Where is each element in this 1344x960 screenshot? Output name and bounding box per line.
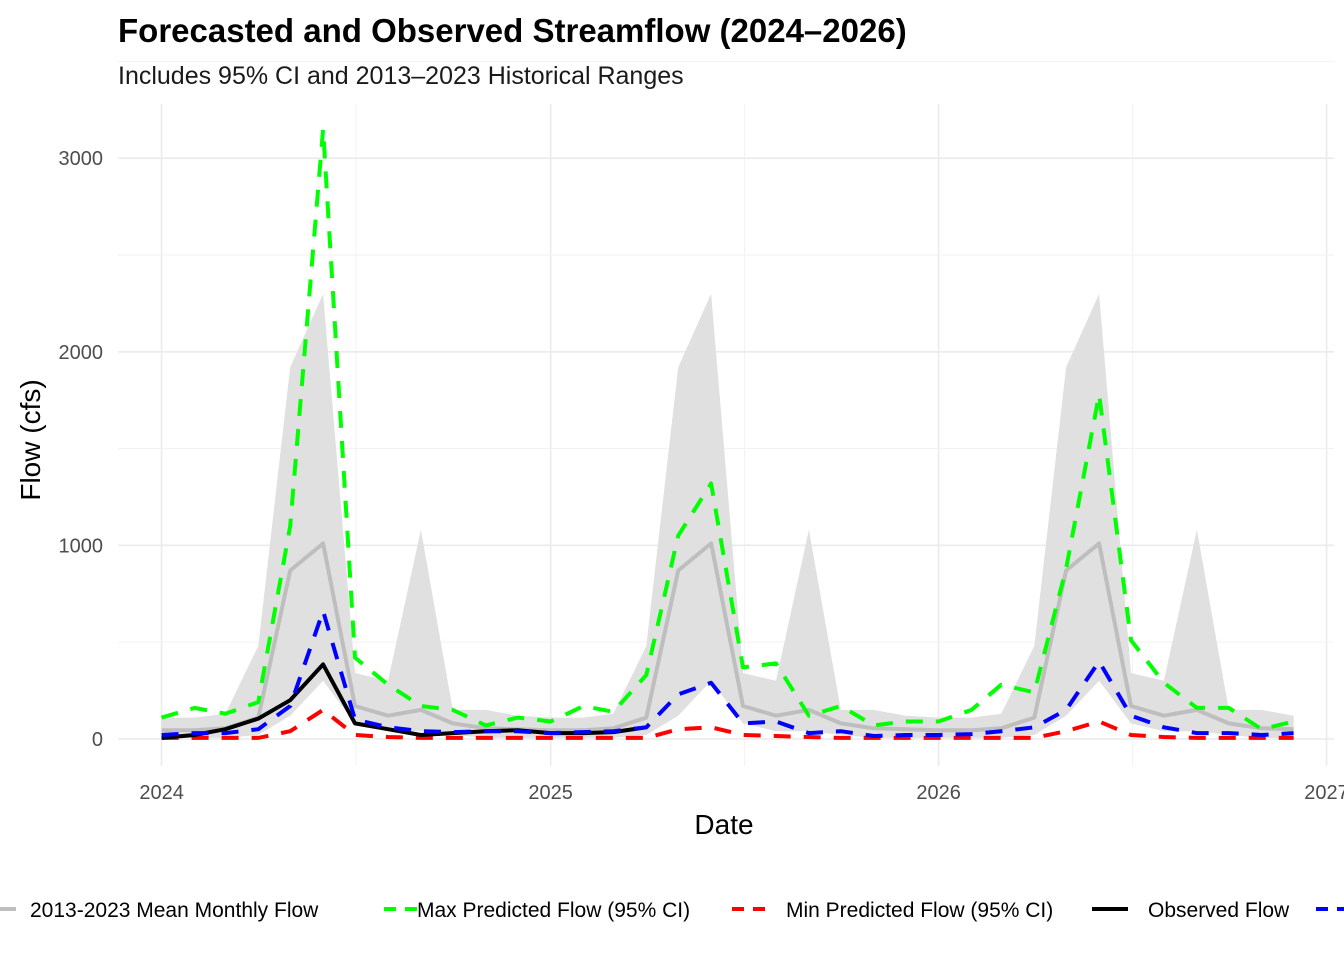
- legend-label: Min Predicted Flow (95% CI): [786, 899, 1053, 922]
- legend-label: Max Predicted Flow (95% CI): [417, 899, 690, 922]
- x-tick-label: 2027: [1304, 782, 1344, 804]
- x-tick-label: 2024: [139, 782, 184, 804]
- series-line: [161, 609, 1294, 738]
- series-min-predicted-flow-95-ci: [161, 707, 1294, 740]
- legend-item-2013-2023-mean-monthly-flow: 2013-2023 Mean Monthly Flow: [0, 899, 319, 922]
- y-tick-label: 2000: [59, 342, 104, 364]
- y-tick-label: 0: [92, 729, 103, 751]
- legend-label: Observed Flow: [1148, 899, 1290, 922]
- series-unlabeled-4: [161, 609, 1294, 738]
- y-tick-label: 3000: [59, 148, 104, 170]
- chart-title: Forecasted and Observed Streamflow (2024…: [118, 12, 907, 49]
- x-tick-label: 2025: [528, 782, 573, 804]
- x-axis-title: Date: [694, 809, 753, 840]
- series-max-predicted-flow-95-ci: [161, 127, 1295, 732]
- chart-subtitle: Includes 95% CI and 2013–2023 Historical…: [118, 62, 684, 90]
- legend-item-min-predicted-flow-95-ci: Min Predicted Flow (95% CI): [732, 899, 1053, 922]
- x-tick-label: 2026: [916, 782, 961, 804]
- series-line: [161, 541, 1294, 733]
- y-axis-title: Flow (cfs): [15, 379, 46, 500]
- legend: 2013-2023 Mean Monthly Flow Max Predicted…: [0, 899, 1344, 922]
- series-line: [161, 127, 1295, 732]
- legend-item-max-predicted-flow-95-ci: Max Predicted Flow (95% CI): [384, 899, 690, 922]
- series-lines: [161, 127, 1295, 740]
- series-2013-2023-mean-monthly-flow: [161, 541, 1294, 733]
- legend-label: 2013-2023 Mean Monthly Flow: [30, 899, 319, 922]
- series-line: [161, 707, 1294, 740]
- grid: [118, 60, 1334, 766]
- legend-item-observed-flow: Observed Flow: [1092, 899, 1290, 922]
- y-tick-label: 1000: [59, 535, 104, 557]
- historical-range-ribbon: [161, 293, 1294, 738]
- tick-labels: 2024 2025 2026 2027 0 1000 2000 3000: [59, 148, 1344, 804]
- historical-range-ribbon-group: [161, 293, 1294, 738]
- series-line: [161, 662, 647, 740]
